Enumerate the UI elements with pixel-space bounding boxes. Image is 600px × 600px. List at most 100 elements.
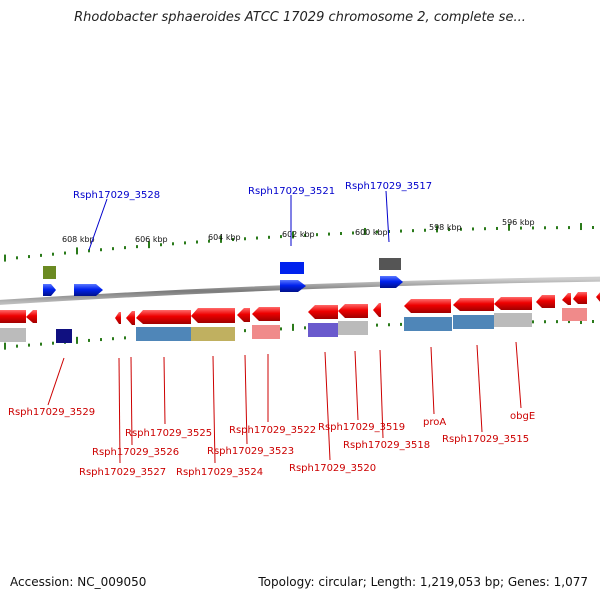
- scale-tick: [304, 233, 306, 237]
- scale-tick: [580, 223, 582, 231]
- gene-arrow-forward: [380, 276, 403, 288]
- gene-arrow-reverse: [596, 292, 600, 302]
- scale-tick: [172, 242, 174, 246]
- scale-tick: [256, 236, 258, 240]
- gene-label-bottom[interactable]: Rsph17029_3519: [318, 422, 405, 433]
- scale-tick: [400, 322, 402, 326]
- scale-tick: [568, 320, 570, 324]
- gene-label-bottom[interactable]: Rsph17029_3529: [8, 407, 95, 418]
- cog-box: [379, 258, 401, 270]
- gene-label-bottom[interactable]: Rsph17029_3515: [442, 434, 529, 445]
- cog-box: [308, 323, 338, 337]
- scale-tick: [232, 238, 234, 242]
- gene-label-bottom[interactable]: Rsph17029_3522: [229, 425, 316, 436]
- scale-tick: [28, 255, 30, 259]
- gene-arrow-reverse: [308, 305, 338, 319]
- gene-label-bottom[interactable]: Rsph17029_3523: [207, 446, 294, 457]
- gene-arrow-reverse: [373, 303, 381, 317]
- scale-label: 604 kbp: [208, 233, 241, 242]
- cog-box: [0, 328, 26, 342]
- scale-label: 608 kbp: [62, 235, 95, 244]
- scale-tick: [100, 248, 102, 252]
- scale-label: 602 kbp: [282, 230, 315, 239]
- scale-tick: [16, 344, 18, 348]
- scale-tick: [64, 251, 66, 255]
- scale-tick: [520, 226, 522, 230]
- scale-tick: [376, 323, 378, 327]
- gene-arrow-reverse: [404, 299, 451, 313]
- cog-box: [338, 321, 368, 335]
- scale-tick: [52, 252, 54, 256]
- gene-arrow-reverse: [494, 297, 532, 310]
- gene-label-bottom[interactable]: Rsph17029_3524: [176, 467, 263, 478]
- gene-label-bottom[interactable]: proA: [423, 417, 446, 428]
- scale-tick: [544, 226, 546, 230]
- cog-box: [494, 313, 532, 327]
- gene-label-top[interactable]: Rsph17029_3521: [248, 186, 335, 197]
- gene-arrow-reverse: [0, 310, 26, 323]
- gene-label-bottom[interactable]: Rsph17029_3526: [92, 447, 179, 458]
- scale-tick: [556, 320, 558, 324]
- gene-arrow-reverse: [453, 298, 494, 311]
- scale-label: 598 kbp: [429, 223, 462, 232]
- gene-arrow-reverse: [126, 311, 135, 325]
- gene-arrow-forward: [280, 280, 306, 292]
- scale-tick: [568, 226, 570, 230]
- scale-tick: [52, 341, 54, 345]
- scale-tick: [340, 232, 342, 236]
- scale-tick: [16, 256, 18, 260]
- scale-tick: [28, 343, 30, 347]
- scale-tick: [88, 338, 90, 342]
- scale-tick: [388, 323, 390, 327]
- scale-tick: [532, 226, 534, 230]
- gene-arrow-reverse: [237, 308, 250, 322]
- scale-tick: [532, 320, 534, 324]
- scale-tick: [292, 231, 294, 239]
- scale-tick: [4, 342, 6, 350]
- scale-tick: [352, 231, 354, 235]
- scale-tick: [592, 320, 594, 324]
- gene-label-top[interactable]: Rsph17029_3528: [73, 190, 160, 201]
- scale-tick: [496, 226, 498, 230]
- gene-label-bottom[interactable]: obgE: [510, 411, 535, 422]
- scale-tick: [280, 235, 282, 239]
- topology-text: Topology: circular; Length: 1,219,053 bp…: [258, 575, 588, 589]
- scale-label: 596 kbp: [502, 218, 535, 227]
- gene-arrow-reverse: [573, 292, 587, 304]
- gene-arrow-forward: [43, 284, 56, 296]
- scale-tick: [112, 247, 114, 251]
- scale-tick: [40, 342, 42, 346]
- gene-arrow-reverse: [136, 310, 191, 324]
- gene-label-bottom[interactable]: Rsph17029_3520: [289, 463, 376, 474]
- scale-tick: [76, 247, 78, 255]
- gene-label-bottom[interactable]: Rsph17029_3518: [343, 440, 430, 451]
- cog-box: [562, 308, 587, 321]
- gene-label-bottom[interactable]: Rsph17029_3527: [79, 467, 166, 478]
- scale-tick: [148, 241, 150, 249]
- cog-box: [136, 327, 191, 341]
- scale-tick: [184, 241, 186, 245]
- scale-tick: [124, 246, 126, 250]
- scale-tick: [388, 229, 390, 233]
- gene-arrow-reverse: [26, 310, 37, 323]
- scale-labels: 608 kbp 606 kbp 604 kbp 602 kbp 600 kbp …: [62, 218, 535, 244]
- scale-tick: [364, 227, 366, 235]
- scale-tick: [460, 227, 462, 231]
- gene-label-bottom[interactable]: Rsph17029_3525: [125, 428, 212, 439]
- cog-box: [453, 315, 494, 329]
- scale-tick: [244, 237, 246, 241]
- cog-box: [252, 325, 280, 339]
- scale-tick: [304, 326, 306, 330]
- scale-tick: [88, 249, 90, 253]
- scale-tick: [376, 230, 378, 234]
- scale-tick: [268, 235, 270, 239]
- scale-tick: [412, 229, 414, 233]
- cog-box: [56, 329, 72, 343]
- gene-arrow-reverse: [252, 307, 280, 321]
- cog-box: [404, 317, 452, 331]
- scale-tick: [160, 243, 162, 247]
- gene-arrow-reverse: [115, 312, 121, 324]
- scale-tick: [448, 228, 450, 232]
- gene-label-top[interactable]: Rsph17029_3517: [345, 181, 432, 192]
- scale-tick: [484, 227, 486, 231]
